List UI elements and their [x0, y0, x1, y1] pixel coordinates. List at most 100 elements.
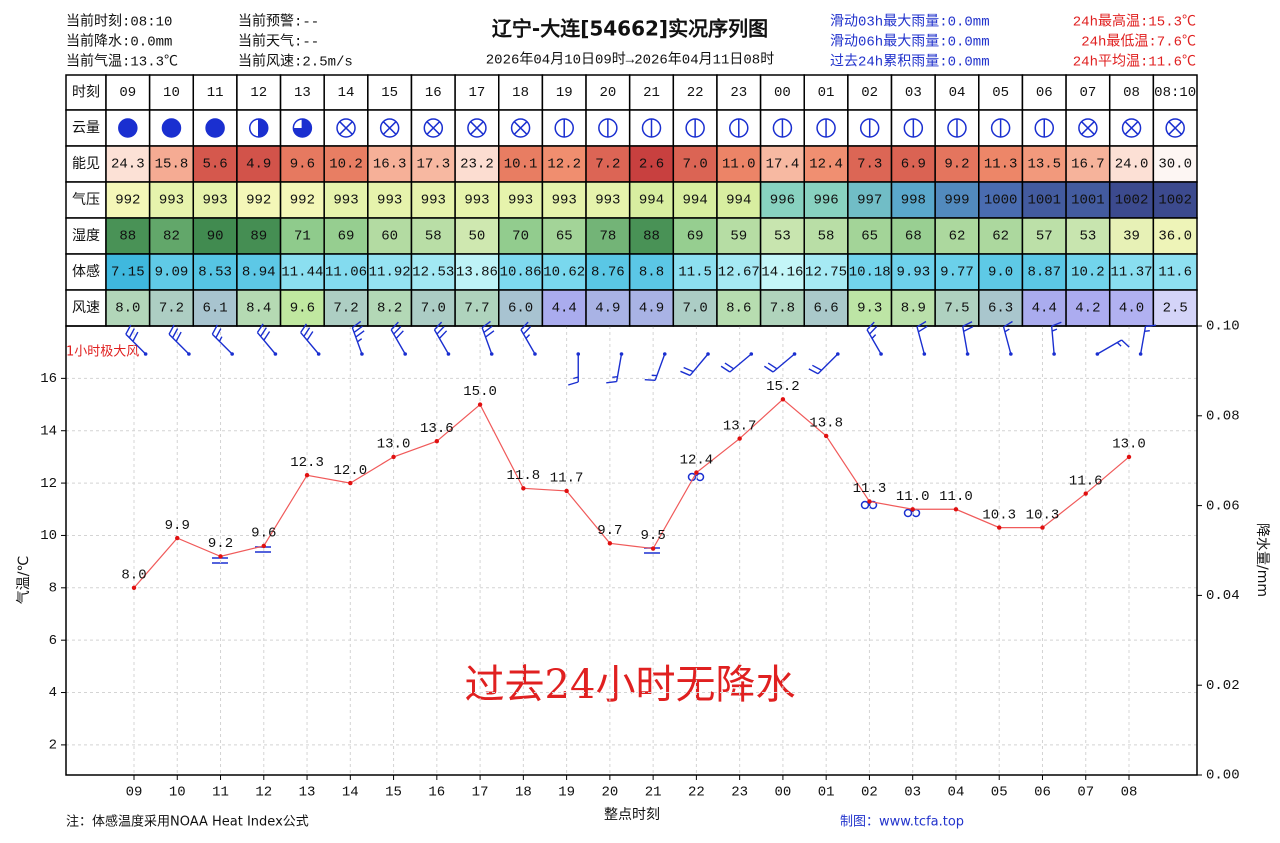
- x-tick-label: 00: [775, 785, 792, 801]
- barb-base: [360, 352, 364, 356]
- cell-value: 9.09: [155, 265, 189, 281]
- temperature-point: [737, 436, 742, 441]
- barb-staff: [763, 353, 795, 373]
- cell-value: 69: [338, 229, 355, 245]
- cell-value: 992: [246, 193, 271, 209]
- cell-value: 62: [992, 229, 1009, 245]
- x-tick-label: 04: [948, 785, 965, 801]
- data-label: 12.4: [680, 452, 714, 468]
- cell-value: 994: [726, 193, 751, 209]
- cloud-fill: [258, 119, 268, 137]
- column-label: 04: [949, 85, 966, 101]
- column-label: 16: [425, 85, 442, 101]
- table-cell: [759, 145, 805, 183]
- barb-staff: [390, 321, 406, 355]
- barb-staff: [720, 353, 752, 373]
- wind-barb: [568, 352, 581, 386]
- cell-value: 8.8: [639, 265, 664, 281]
- y2-tick-label: 0.08: [1206, 409, 1240, 425]
- column-label: 13: [294, 85, 311, 101]
- wind-barb: [256, 323, 278, 356]
- table-cell: [1108, 181, 1155, 219]
- x-tick-label: 13: [299, 785, 316, 801]
- barb-staff: [606, 353, 623, 384]
- cell-value: 16.3: [373, 157, 407, 173]
- barb-staff: [481, 320, 495, 355]
- x-tick-label: 18: [515, 785, 532, 801]
- barb-base: [489, 352, 494, 356]
- cell-value: 1001: [1071, 193, 1105, 209]
- wind-barb: [1138, 324, 1156, 356]
- data-label: 10.3: [1026, 507, 1060, 523]
- cell-value: 10.2: [1071, 265, 1105, 281]
- cell-value: 50: [469, 229, 486, 245]
- temperature-point: [1083, 491, 1088, 496]
- table-cell: [1108, 289, 1155, 327]
- table-cell: [1065, 181, 1111, 219]
- status-text: 当前时刻:08:10: [66, 13, 172, 31]
- temperature-point: [261, 543, 266, 549]
- wind-barb: [606, 352, 624, 384]
- cell-value: 71: [294, 229, 311, 245]
- table-cell: [541, 289, 587, 327]
- cloud-symbol: [772, 118, 793, 138]
- barb-staff: [1139, 324, 1156, 355]
- row-label: 云量: [72, 120, 100, 136]
- cell-value: 14.16: [761, 265, 803, 281]
- cloud-fill: [293, 119, 312, 137]
- cell-value: 992: [290, 193, 315, 209]
- temperature-point: [997, 525, 1002, 530]
- table-cell: [585, 145, 631, 183]
- cell-value: 9.3: [857, 301, 882, 317]
- table-cell: [410, 217, 456, 255]
- y-tick-label: 10: [40, 528, 57, 544]
- y2-tick-label: 0.02: [1206, 678, 1240, 694]
- table-cell: [978, 217, 1024, 255]
- row-label: 体感: [72, 263, 100, 280]
- data-label: 13.8: [809, 416, 843, 432]
- barb-base: [965, 352, 970, 356]
- x-tick-label: 10: [169, 785, 186, 801]
- table-cell: [934, 289, 980, 327]
- table-header: 时刻: [72, 85, 100, 101]
- title: 辽宁-大连[54662]实况序列图: [492, 17, 768, 41]
- cloud-symbol: [205, 118, 225, 138]
- table-cell: [672, 181, 718, 219]
- table-cell: [672, 217, 718, 255]
- cell-value: 6.6: [813, 301, 838, 317]
- table-cell: [65, 181, 107, 219]
- cell-value: 11.06: [325, 265, 367, 281]
- cell-value: 999: [944, 193, 969, 209]
- x-tick-label: 23: [731, 785, 748, 801]
- cell-value: 65: [556, 229, 573, 245]
- cloud-symbol: [990, 118, 1011, 138]
- table-cell: [1021, 289, 1067, 327]
- temperature-point: [348, 480, 353, 486]
- cell-value: 8.53: [198, 265, 232, 281]
- cell-value: 70: [512, 229, 529, 245]
- y2-tick-label: 0.04: [1206, 588, 1240, 604]
- cell-value: 993: [159, 193, 184, 209]
- barb-staff: [808, 353, 839, 375]
- cell-value: 7.3: [857, 157, 882, 173]
- footer-credit: 制图：www.tcfa.top: [840, 815, 964, 830]
- table-cell: [585, 181, 631, 219]
- cell-value: 8.4: [246, 301, 271, 317]
- cell-value: 17.4: [766, 157, 800, 173]
- table-cell: [1152, 217, 1198, 255]
- cloud-symbol: [729, 118, 749, 138]
- cell-value: 11.0: [722, 157, 756, 173]
- table-cell: [1065, 74, 1111, 111]
- barb-base: [533, 352, 537, 356]
- temperature-point: [1126, 454, 1132, 460]
- table-cell: [236, 145, 282, 183]
- cell-value: 17.3: [416, 157, 450, 173]
- cell-value: 7.15: [111, 265, 145, 281]
- table-cell: [1152, 289, 1198, 327]
- table-cell: [498, 217, 544, 255]
- column-label: 02: [861, 85, 878, 101]
- table-cell: [410, 253, 456, 291]
- cell-value: 10.2: [329, 157, 363, 173]
- cell-value: 8.0: [115, 301, 140, 317]
- cell-value: 6.1: [202, 301, 227, 317]
